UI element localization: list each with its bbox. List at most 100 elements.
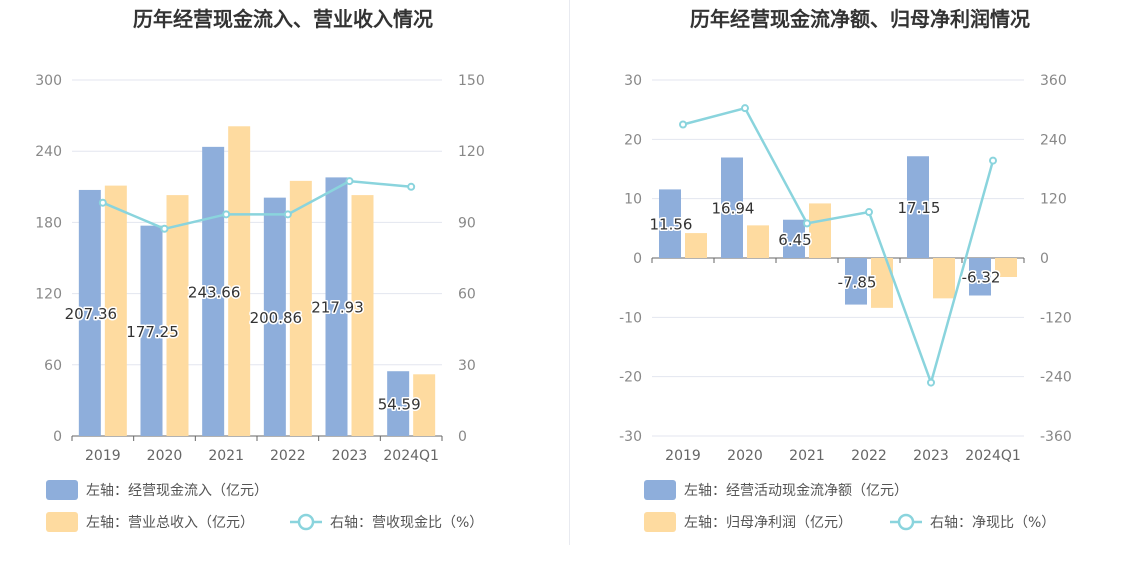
panel-divider <box>569 0 570 545</box>
bar-primary <box>140 225 163 436</box>
bar-data-label: -7.85 <box>838 273 877 291</box>
bar-primary <box>78 189 101 436</box>
ratio-line-point <box>679 120 687 129</box>
x-axis-category-label: 2022 <box>851 448 887 464</box>
legend-line-marker <box>297 513 315 531</box>
x-axis-category-label: 2024Q1 <box>383 448 439 464</box>
bar-secondary <box>351 195 374 436</box>
left-axis-tick-label: 0 <box>53 429 62 445</box>
bar-primary <box>969 258 991 296</box>
bar-data-label: 6.45 <box>778 231 811 249</box>
bar-data-label: 243.66 <box>188 283 241 301</box>
legend-bar-primary-label: 左轴：经营现金流入（亿元） <box>86 483 268 499</box>
right-axis-tick-label: 0 <box>1040 251 1049 267</box>
left-axis-tick-label: -20 <box>619 370 642 386</box>
legend-bar-primary-swatch <box>644 480 676 500</box>
x-axis-category-label: 2022 <box>270 448 306 464</box>
bar-primary <box>721 157 743 258</box>
bar-secondary <box>871 258 893 308</box>
right-axis-tick-label: 120 <box>458 144 485 160</box>
left-axis-tick-label: 10 <box>624 192 642 208</box>
bar-secondary <box>104 185 127 436</box>
left-chart-title: 历年经营现金流入、营业收入情况 <box>133 7 433 31</box>
legend-bar-secondary-swatch <box>46 512 78 532</box>
bar-secondary <box>166 195 189 436</box>
ratio-line <box>102 179 412 231</box>
bar-primary <box>387 371 410 436</box>
bar-primary <box>845 258 867 305</box>
legend-line-label: 右轴：营收现金比（%） <box>330 515 483 531</box>
legend-bar-secondary-label: 左轴：归母净利润（亿元） <box>684 514 852 531</box>
right-chart-title: 历年经营现金流净额、归母净利润情况 <box>690 7 1030 31</box>
x-axis-category-label: 2021 <box>208 448 244 464</box>
right-axis-tick-label: 90 <box>458 215 476 231</box>
left-axis-tick-label: 0 <box>633 251 642 267</box>
right-axis-tick-label: -240 <box>1040 370 1072 386</box>
ratio-line <box>682 106 995 387</box>
x-axis-category-label: 2020 <box>727 448 763 464</box>
bar-data-label: 54.59 <box>378 396 421 414</box>
ratio-line-point <box>283 210 292 219</box>
bar-secondary <box>747 225 769 258</box>
right-axis-tick-label: 150 <box>458 73 485 89</box>
bar-secondary <box>289 180 312 436</box>
left-axis-tick-label: 30 <box>624 73 642 89</box>
bar-data-label: 11.56 <box>650 216 693 234</box>
bar-secondary <box>933 258 955 299</box>
ratio-line-point <box>345 177 354 186</box>
x-axis-category-label: 2023 <box>913 448 949 464</box>
bar-primary <box>659 189 681 258</box>
legend-bar-secondary-swatch <box>644 512 676 532</box>
left-chart-panel: 历年经营现金流入、营业收入情况 0 0 60 30 120 60 180 90 240 120 30… <box>35 7 485 532</box>
right-axis-tick-label: 360 <box>1040 73 1067 89</box>
bar-data-label: 200.86 <box>250 309 303 327</box>
right-axis-tick-label: -360 <box>1040 429 1072 445</box>
bar-primary <box>263 197 286 436</box>
legend-bar-primary-swatch <box>46 480 78 500</box>
ratio-line-point <box>222 210 231 219</box>
left-axis-tick-label: 180 <box>35 215 62 231</box>
legend-line-label: 右轴：净现比（%） <box>930 515 1055 531</box>
ratio-line-point <box>407 182 416 191</box>
ratio-line-point <box>98 198 107 207</box>
x-axis-category-label: 2024Q1 <box>965 448 1021 464</box>
bar-data-label: 16.94 <box>712 200 755 218</box>
left-axis-tick-label: 300 <box>35 73 62 89</box>
x-axis-category-label: 2021 <box>789 448 825 464</box>
bar-data-label: -6.32 <box>962 269 1001 287</box>
bar-data-label: 207.36 <box>65 305 118 323</box>
left-axis-tick-label: -10 <box>619 310 642 326</box>
left-axis-tick-label: -30 <box>619 429 642 445</box>
legend-line-marker <box>897 513 915 531</box>
right-axis-tick-label: 120 <box>1040 192 1067 208</box>
bar-primary <box>783 219 805 258</box>
bar-data-label: 177.25 <box>126 323 179 341</box>
ratio-line-point <box>741 104 749 113</box>
left-chart: 历年经营现金流入、营业收入情况 0 0 60 30 120 60 180 90 240 120 30… <box>35 7 485 532</box>
right-axis-tick-label: 60 <box>458 287 476 303</box>
bar-secondary <box>809 203 831 258</box>
ratio-line-point <box>865 208 873 217</box>
bar-secondary <box>228 126 251 436</box>
x-axis-category-label: 2020 <box>147 448 183 464</box>
right-chart: 历年经营现金流净额、归母净利润情况 -30 -360 -20 -240 -10 -120 0… <box>619 7 1072 532</box>
right-axis-tick-label: -120 <box>1040 310 1072 326</box>
bar-secondary <box>685 233 707 258</box>
bar-secondary <box>413 374 436 436</box>
x-axis-category-label: 2019 <box>665 448 701 464</box>
ratio-line-point <box>927 378 935 387</box>
legend-bar-primary-label: 左轴：经营活动现金流净额（亿元） <box>684 483 908 499</box>
x-axis-category-label: 2019 <box>85 448 121 464</box>
ratio-line-point <box>989 156 997 165</box>
left-axis-tick-label: 120 <box>35 287 62 303</box>
left-axis-tick-label: 20 <box>624 132 642 148</box>
left-axis-tick-label: 60 <box>44 358 62 374</box>
bar-primary <box>907 156 929 258</box>
ratio-line-point <box>160 224 169 233</box>
bar-secondary <box>995 258 1017 277</box>
legend-bar-secondary-label: 左轴：营业总收入（亿元） <box>86 515 254 531</box>
right-axis-tick-label: 30 <box>458 358 476 374</box>
bar-primary <box>325 177 348 436</box>
left-axis-tick-label: 240 <box>35 144 62 160</box>
x-axis-category-label: 2023 <box>332 448 368 464</box>
